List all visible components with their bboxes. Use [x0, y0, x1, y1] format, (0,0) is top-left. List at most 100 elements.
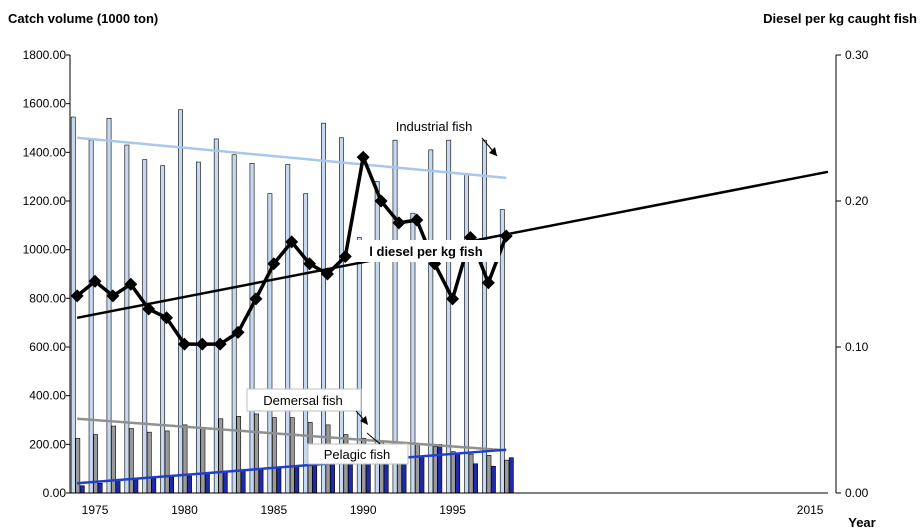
bar-demersal-fish — [289, 417, 295, 494]
bar-pelagic-fish — [240, 470, 246, 494]
diesel-point-marker — [356, 150, 370, 164]
diesel-point-marker — [70, 289, 84, 303]
diesel-point-marker — [106, 289, 120, 303]
diesel-point-marker — [177, 337, 191, 351]
annotation-diesel: l diesel per kg fish — [352, 240, 500, 262]
bar-pelagic-fish — [491, 465, 496, 494]
left-tick-label: 0.00 — [43, 486, 67, 500]
bar-pelagic-fish — [419, 456, 425, 494]
bar-demersal-fish — [128, 428, 134, 494]
annotation-demersal-box — [246, 388, 362, 412]
left-tick-label: 1000.00 — [23, 243, 67, 257]
trendline-pelagic-fish — [77, 448, 507, 485]
bar-pelagic-fish — [222, 472, 228, 494]
bar-pelagic-fish — [365, 461, 371, 494]
bar-industrial-fish — [231, 154, 237, 494]
bar-demersal-fish — [450, 451, 456, 494]
trendline-demersal-fish — [77, 417, 507, 452]
x-tick-label: 1980 — [171, 503, 198, 517]
annotation-pelagic-label: Pelagic fish — [324, 447, 390, 462]
bar-industrial-fish — [213, 138, 219, 494]
bar-industrial-fish — [160, 165, 166, 494]
diesel-line-layer — [70, 150, 513, 351]
x-axis-title: Year — [848, 515, 875, 530]
diesel-point-marker — [213, 337, 227, 351]
right-tick-label: 0.20 — [845, 194, 869, 208]
annotation-pelagic: Pelagic fish — [307, 432, 409, 465]
bar-pelagic-fish — [312, 464, 318, 494]
bar-demersal-fish — [468, 453, 474, 494]
bar-demersal-fish — [415, 444, 420, 494]
diesel-point-marker — [267, 257, 281, 271]
left-tick-label: 1400.00 — [23, 145, 67, 159]
bar-demersal-fish — [146, 431, 152, 494]
bar-demersal-fish — [271, 417, 277, 494]
bar-industrial-fish — [285, 164, 291, 494]
bar-pelagic-fish — [508, 457, 514, 494]
left-tick-label: 200.00 — [29, 437, 66, 451]
diesel-point-marker — [142, 302, 156, 316]
diesel-point-marker — [285, 235, 299, 249]
annotation-diesel-box — [352, 240, 500, 262]
bar-pelagic-fish — [169, 476, 175, 494]
axes-layer: 1800.00 1600.00 1400.00 1200.00 1000.00 800.0… — [23, 48, 869, 517]
bar-pelagic-fish — [79, 485, 85, 494]
annotation-pelagic-leader — [366, 432, 381, 445]
right-tick-label: 0.00 — [845, 486, 869, 500]
bar-demersal-fish — [111, 425, 116, 494]
diesel-point-marker — [499, 229, 513, 243]
bar-industrial-fish — [339, 137, 344, 494]
annotation-pelagic-box — [307, 443, 409, 465]
annotation-demersal-arrowhead — [360, 416, 368, 425]
bar-industrial-fish — [142, 159, 148, 494]
diesel-point-marker — [320, 267, 334, 281]
bar-industrial-fish — [249, 162, 255, 494]
left-tick-label: 600.00 — [29, 340, 66, 354]
diesel-point-marker — [410, 213, 424, 227]
bars-layer — [70, 109, 514, 494]
bar-demersal-fish — [75, 437, 81, 494]
bar-demersal-fish — [93, 434, 99, 494]
annotation-diesel-label: l diesel per kg fish — [369, 244, 482, 259]
bar-pelagic-fish — [294, 465, 300, 494]
bar-industrial-fish — [464, 173, 469, 494]
left-tick-label: 1800.00 — [23, 48, 67, 62]
bar-pelagic-fish — [383, 463, 389, 494]
bar-pelagic-fish — [258, 469, 264, 494]
bar-demersal-fish — [486, 454, 492, 494]
left-axis-title: Catch volume (1000 ton) — [8, 11, 158, 26]
diesel-point-marker — [446, 292, 460, 306]
diesel-point-marker — [338, 249, 352, 263]
left-tick-label: 1200.00 — [23, 194, 67, 208]
diesel-point-marker — [249, 292, 263, 306]
bar-demersal-fish — [200, 426, 206, 494]
bar-demersal-fish — [432, 446, 438, 494]
annotation-industrial-arrowhead — [489, 147, 497, 156]
left-tick-label: 1600.00 — [23, 97, 67, 111]
diesel-point-marker — [160, 311, 174, 325]
right-tick-label: 0.10 — [845, 340, 869, 354]
diesel-point-marker — [392, 216, 406, 230]
bar-industrial-fish — [124, 144, 130, 494]
bar-pelagic-fish — [204, 473, 210, 494]
bar-pelagic-fish — [151, 478, 157, 494]
bar-pelagic-fish — [473, 463, 478, 494]
bar-industrial-fish — [482, 139, 487, 494]
annotation-industrial-box — [380, 116, 486, 136]
bar-pelagic-fish — [437, 444, 443, 494]
annotation-demersal-label: Demersal fish — [263, 393, 342, 408]
bar-industrial-fish — [178, 109, 183, 494]
annotation-industrial-label: Industrial fish — [396, 119, 473, 134]
trendline-industrial-fish — [77, 136, 507, 180]
diesel-point-marker — [303, 257, 317, 271]
right-tick-label: 0.30 — [845, 48, 869, 62]
left-tick-label: 400.00 — [29, 389, 66, 403]
bar-pelagic-fish — [276, 468, 282, 494]
bar-industrial-fish — [428, 149, 434, 494]
bar-industrial-fish — [267, 193, 273, 494]
bar-pelagic-fish — [455, 452, 461, 494]
bar-industrial-fish — [70, 116, 76, 494]
x-tick-label: 1985 — [260, 503, 287, 517]
bar-industrial-fish — [195, 161, 201, 494]
